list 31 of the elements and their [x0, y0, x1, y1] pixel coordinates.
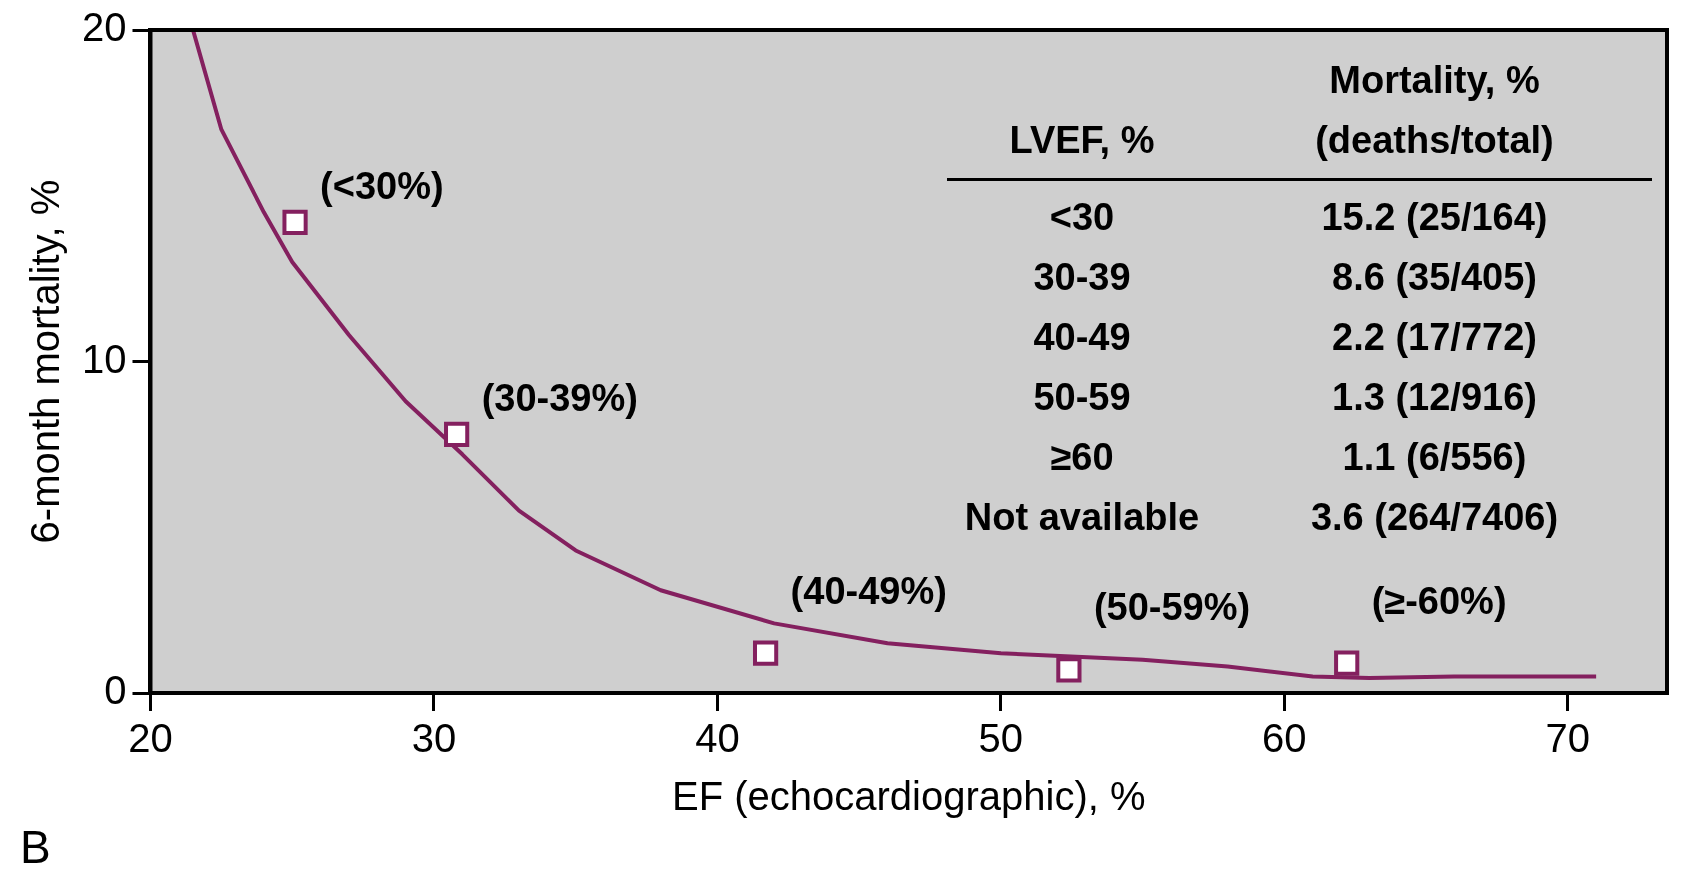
y-tick-label: 20 [81, 5, 127, 50]
annotation: (<30%) [320, 164, 444, 207]
annotation: 50-59 [1032, 375, 1132, 420]
annotation: 1.1 (6/556) [1341, 435, 1528, 480]
text: B [20, 820, 51, 874]
annotation: 30-39 [1032, 255, 1132, 300]
x-axis-title: EF (echocardiographic), % [671, 774, 1146, 819]
annotation: Not available [963, 495, 1201, 540]
annotation: (50-59%) [1093, 586, 1251, 629]
annotation: Mortality, % (deaths/total) [1314, 58, 1555, 163]
annotation: ≥60 [1049, 435, 1115, 480]
annotation: 2.2 (17/772) [1331, 315, 1538, 360]
annotation: 40-49 [1032, 315, 1132, 360]
annotation: (30-39%) [481, 376, 638, 419]
y-tick-label: 0 [104, 668, 127, 713]
x-tick-label: 70 [1545, 716, 1591, 761]
annotation: <30 [1048, 195, 1116, 240]
annotation: (≥-60%) [1371, 579, 1507, 622]
annotation: 3.6 (264/7406) [1309, 495, 1560, 540]
x-tick-label: 30 [411, 716, 457, 761]
annotation: LVEF, % [1008, 118, 1156, 163]
x-tick-label: 50 [978, 716, 1024, 761]
x-tick-label: 60 [1262, 716, 1307, 761]
x-tick-label: 40 [695, 716, 740, 761]
y-tick-label: 10 [81, 336, 127, 381]
annotation: (40-49%) [790, 569, 947, 612]
annotation: 8.6 (35/405) [1331, 255, 1538, 300]
y-axis-title: 6-month mortality, % [23, 179, 68, 544]
x-tick-label: 20 [128, 716, 173, 761]
annotation: 15.2 (25/164) [1320, 195, 1549, 240]
annotation: 1.3 (12/916) [1331, 375, 1538, 420]
